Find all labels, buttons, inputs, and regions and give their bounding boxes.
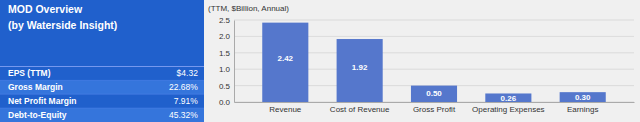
chart-panel: (TTM, $Billion, Annual) 0.0 0.5 1.0 1.5 2.0 2.… [204, 0, 640, 122]
info-panel: MOD Overview (by Waterside Insight) EPS (T… [0, 0, 204, 122]
metric-label: EPS (TTM) [8, 68, 51, 78]
metric-row [0, 80, 204, 94]
bar [337, 39, 383, 102]
tick-label: 0.5 [219, 82, 231, 91]
x-tick: Earnings [567, 102, 599, 114]
y-tick: 0.0 [219, 98, 234, 107]
subtitle: (TTM, $Billion, Annual) [208, 4, 289, 13]
metric-label: Debt-to-Equity [8, 110, 67, 120]
title-separator [0, 66, 204, 67]
tick-label: Gross Profit [413, 105, 456, 114]
data-label: 0.26 [501, 94, 517, 103]
bar [262, 23, 308, 102]
metric-value: 7.91% [174, 96, 199, 106]
metric-label: Gross Margin [8, 82, 63, 92]
metric-value: 22.68% [169, 82, 198, 92]
plot-area [262, 23, 605, 102]
y-tick: 1.0 [219, 65, 234, 74]
data-label: 2.42 [278, 54, 294, 63]
tick-label: 2.0 [219, 32, 231, 41]
metric-row [0, 94, 204, 108]
x-tick: Revenue [269, 102, 302, 114]
x-tick: Gross Profit [413, 102, 456, 114]
tick-label: 1.5 [219, 49, 231, 58]
tick-label: Revenue [269, 105, 302, 114]
tick-label: 0.0 [219, 98, 231, 107]
data-label: 0.50 [426, 89, 442, 98]
metric-row [0, 66, 204, 80]
row-separator [0, 108, 204, 109]
data-label: 0.30 [575, 93, 591, 102]
title: (by Waterside Insight) [8, 19, 117, 31]
bar [560, 92, 606, 102]
tick-label: 2.5 [219, 16, 231, 25]
metric-value: 45.32% [169, 110, 198, 120]
title: MOD Overview [8, 3, 83, 15]
tick-label: Operating Expenses [472, 105, 545, 114]
x-tick: Operating Expenses [472, 102, 545, 114]
axis-line [235, 102, 635, 103]
y-tick: 1.5 [219, 49, 234, 58]
data-labels: 2.42 1.92 0.50 0.26 0.30 [278, 54, 592, 102]
y-axis: 0.0 0.5 1.0 1.5 2.0 2.5 [219, 16, 235, 107]
y-tick: 2.5 [219, 16, 234, 25]
grid-line [234, 20, 634, 21]
grid [234, 20, 634, 102]
panel-background [0, 0, 204, 122]
row-separator [0, 94, 204, 95]
x-axis: Revenue Cost of Revenue Gross Profit Operat… [235, 102, 635, 114]
y-tick: 2.0 [219, 32, 234, 41]
chart-background [204, 0, 640, 122]
tick-label: 1.0 [219, 65, 231, 74]
chart: MOD Overview (by Waterside Insight) EPS (T… [0, 0, 640, 122]
data-label: 1.92 [352, 63, 368, 72]
metric-label: Net Profit Margin [8, 96, 76, 106]
metric-value: $4.32 [177, 68, 199, 78]
bar [411, 86, 457, 102]
row-separator [0, 80, 204, 81]
axis-line [234, 21, 235, 103]
metric-row [0, 108, 204, 122]
tick-label: Earnings [567, 105, 599, 114]
x-tick: Cost of Revenue [330, 102, 390, 114]
bar [485, 93, 531, 102]
tick-label: Cost of Revenue [330, 105, 390, 114]
y-tick: 0.5 [219, 82, 234, 91]
